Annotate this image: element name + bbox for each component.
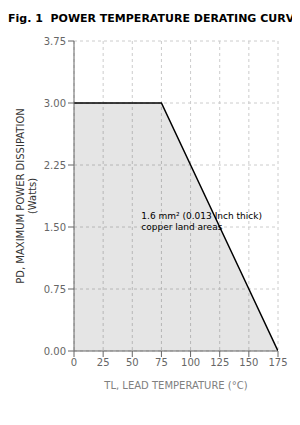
svg-text:0.00: 0.00 (44, 346, 66, 357)
svg-text:50: 50 (126, 357, 139, 368)
svg-text:3.00: 3.00 (44, 98, 66, 109)
svg-text:1.6 mm² (0.013 Inch thick)copp: 1.6 mm² (0.013 Inch thick)copper land ar… (141, 211, 262, 232)
svg-text:PD, MAXIMUM POWER DISSIPATION(: PD, MAXIMUM POWER DISSIPATION(Watts) (15, 108, 38, 284)
svg-text:0: 0 (71, 357, 77, 368)
svg-text:175: 175 (268, 357, 287, 368)
svg-text:125: 125 (210, 357, 229, 368)
svg-text:0.75: 0.75 (44, 284, 66, 295)
svg-text:TL, LEAD TEMPERATURE (°C): TL, LEAD TEMPERATURE (°C) (103, 380, 247, 391)
svg-text:1.50: 1.50 (44, 222, 66, 233)
svg-text:2.25: 2.25 (44, 160, 66, 171)
svg-text:150: 150 (239, 357, 258, 368)
svg-text:100: 100 (181, 357, 200, 368)
svg-text:3.75: 3.75 (44, 36, 66, 47)
svg-text:25: 25 (97, 357, 110, 368)
svg-text:75: 75 (155, 357, 168, 368)
